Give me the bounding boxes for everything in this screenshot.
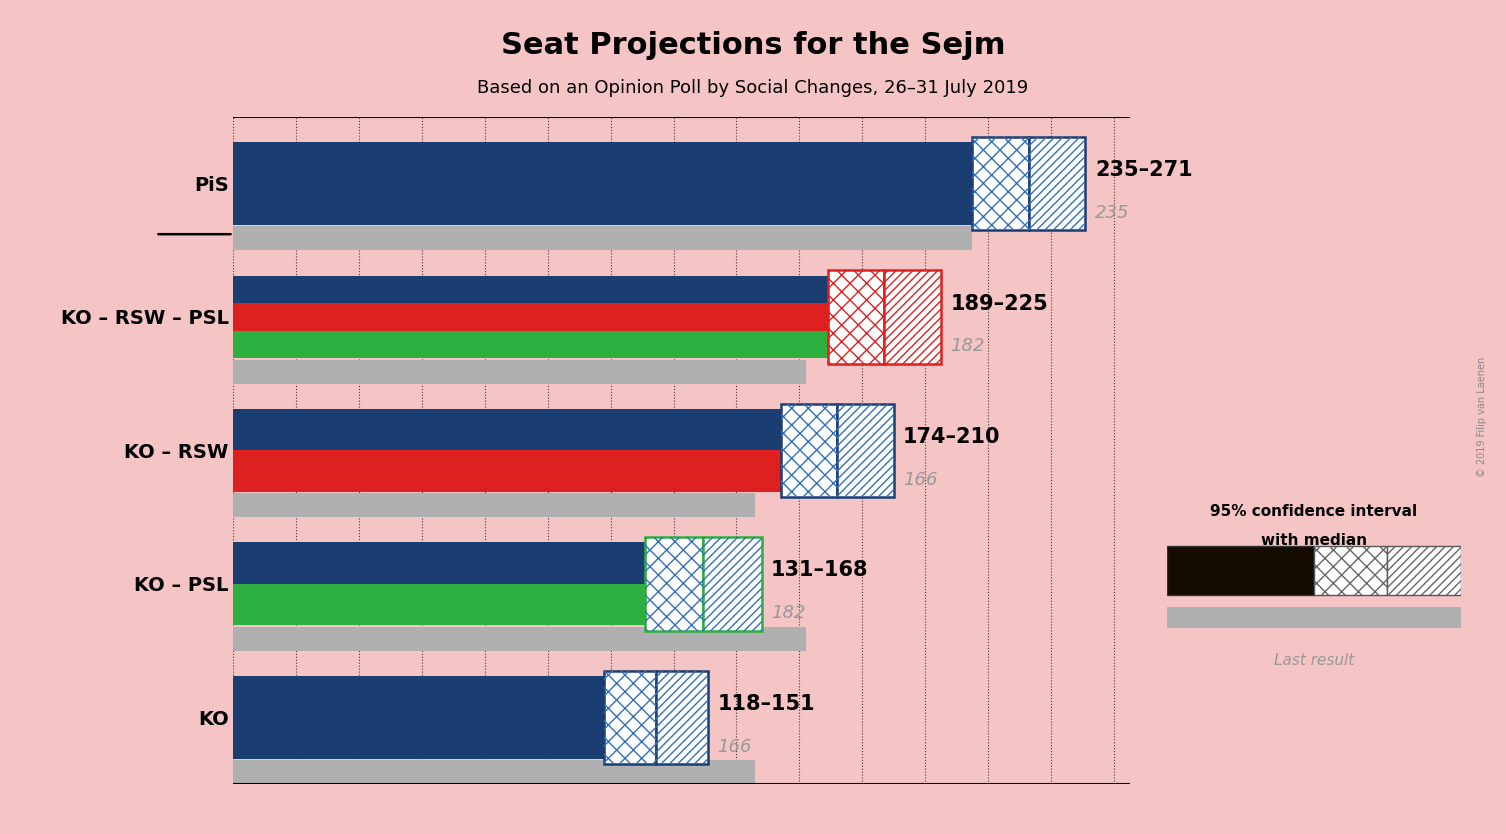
Bar — [828, 270, 884, 364]
Bar — [233, 303, 828, 331]
Bar — [884, 270, 941, 364]
Bar — [1029, 137, 1086, 230]
Bar — [233, 226, 973, 250]
Text: 166: 166 — [718, 737, 751, 756]
Bar — [1029, 137, 1086, 230]
Bar — [233, 626, 806, 651]
Text: 131–168: 131–168 — [771, 560, 869, 580]
Bar — [604, 671, 657, 764]
Text: Based on an Opinion Poll by Social Changes, 26–31 July 2019: Based on an Opinion Poll by Social Chang… — [477, 78, 1029, 97]
Text: 95% confidence interval: 95% confidence interval — [1211, 504, 1417, 519]
Bar — [1167, 606, 1461, 628]
Bar — [780, 404, 837, 497]
Bar — [1387, 546, 1461, 595]
Bar — [645, 537, 703, 631]
Bar — [703, 537, 762, 631]
Bar — [233, 584, 645, 626]
Bar — [233, 542, 645, 584]
Bar — [703, 537, 762, 631]
Bar — [657, 671, 708, 764]
Text: 166: 166 — [904, 470, 938, 489]
Text: with median: with median — [1261, 533, 1367, 548]
Bar — [1313, 546, 1387, 595]
Text: 174–210: 174–210 — [904, 427, 1000, 447]
Bar — [973, 137, 1029, 230]
Bar — [884, 270, 941, 364]
Bar — [233, 760, 756, 784]
Bar — [233, 676, 604, 759]
Bar — [233, 142, 973, 225]
Text: Last result: Last result — [1274, 653, 1354, 668]
Bar — [604, 671, 657, 764]
Bar — [837, 404, 893, 497]
Bar — [657, 671, 708, 764]
Text: 182: 182 — [771, 604, 806, 622]
Bar — [780, 404, 837, 497]
Text: © 2019 Filip van Laenen: © 2019 Filip van Laenen — [1477, 357, 1486, 477]
Bar — [233, 450, 780, 492]
Bar — [645, 537, 703, 631]
Text: 189–225: 189–225 — [950, 294, 1048, 314]
Bar — [1313, 546, 1387, 595]
Bar — [837, 404, 893, 497]
Text: 182: 182 — [950, 337, 985, 355]
Bar — [233, 331, 828, 359]
Text: 235–271: 235–271 — [1095, 160, 1193, 180]
Bar — [233, 409, 780, 450]
Bar — [973, 137, 1029, 230]
Bar — [1167, 546, 1313, 595]
Bar — [233, 275, 828, 303]
Bar — [233, 359, 806, 384]
Bar — [828, 270, 884, 364]
Text: Seat Projections for the Sejm: Seat Projections for the Sejm — [501, 32, 1005, 60]
Text: 235: 235 — [1095, 203, 1130, 222]
Text: 118–151: 118–151 — [718, 694, 815, 714]
Bar — [233, 493, 756, 517]
Bar — [1387, 546, 1461, 595]
